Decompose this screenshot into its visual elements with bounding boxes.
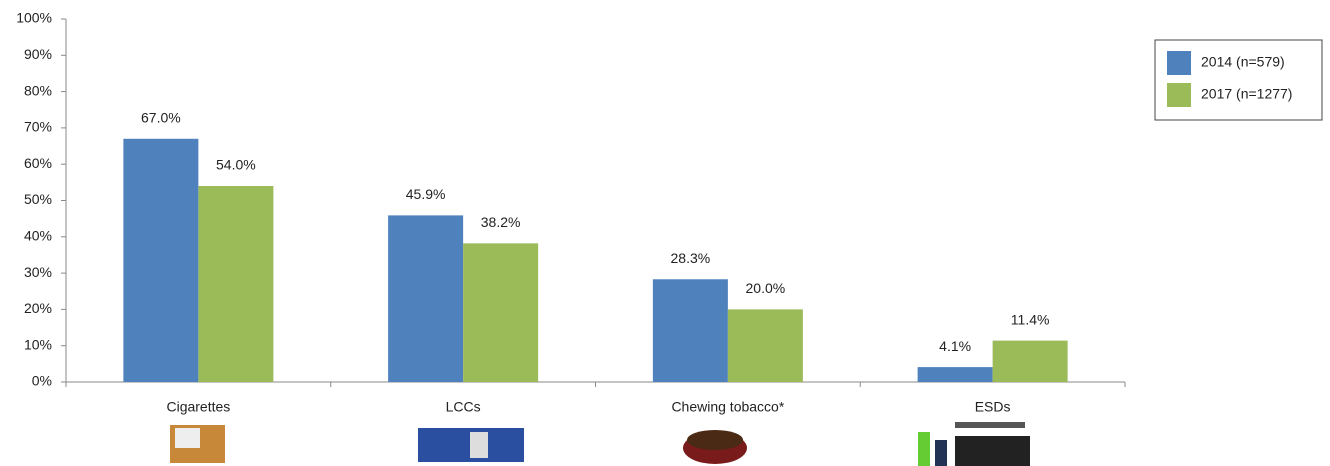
y-tick-label: 0% [32, 373, 52, 389]
legend-swatch [1167, 83, 1191, 107]
icon-esds-bottle2 [935, 440, 947, 466]
bar [727, 309, 803, 382]
y-tick-label: 40% [24, 228, 52, 244]
bar [463, 243, 539, 382]
value-label: 28.3% [671, 250, 711, 266]
icon-esds-bottle [918, 432, 930, 466]
y-tick-label: 30% [24, 264, 52, 280]
icon-esds [955, 436, 1030, 466]
value-label: 20.0% [746, 280, 786, 296]
value-label: 45.9% [406, 186, 446, 202]
y-tick-label: 50% [24, 191, 52, 207]
legend-swatch [1167, 51, 1191, 75]
bar [198, 185, 274, 382]
y-tick-label: 10% [24, 336, 52, 352]
bar [388, 215, 464, 382]
icon-esds-pen [955, 422, 1025, 428]
x-tick-label: ESDs [975, 399, 1011, 415]
y-tick-label: 60% [24, 155, 52, 171]
bar [123, 138, 199, 382]
bar [992, 340, 1068, 382]
value-label: 54.0% [216, 157, 256, 173]
y-tick-label: 80% [24, 82, 52, 98]
category-icons [170, 422, 1030, 466]
value-label: 11.4% [1011, 311, 1050, 327]
x-tick-label: LCCs [446, 399, 481, 415]
y-tick-label: 20% [24, 300, 52, 316]
icon-lccs-detail [470, 432, 488, 458]
y-tick-label: 70% [24, 119, 52, 135]
x-tick-label: Cigarettes [166, 399, 230, 415]
bar [917, 367, 993, 382]
value-label: 38.2% [481, 214, 521, 230]
y-tick-label: 90% [24, 46, 52, 62]
legend-label: 2017 (n=1277) [1201, 86, 1292, 102]
y-tick-label: 100% [16, 10, 52, 26]
bar [652, 279, 728, 382]
icon-cigarettes-detail [175, 428, 200, 448]
legend-label: 2014 (n=579) [1201, 54, 1285, 70]
icon-chewing-tobacco-top [687, 430, 743, 450]
x-tick-label: Chewing tobacco* [671, 399, 784, 415]
value-label: 67.0% [141, 109, 181, 125]
value-label: 4.1% [939, 338, 971, 354]
